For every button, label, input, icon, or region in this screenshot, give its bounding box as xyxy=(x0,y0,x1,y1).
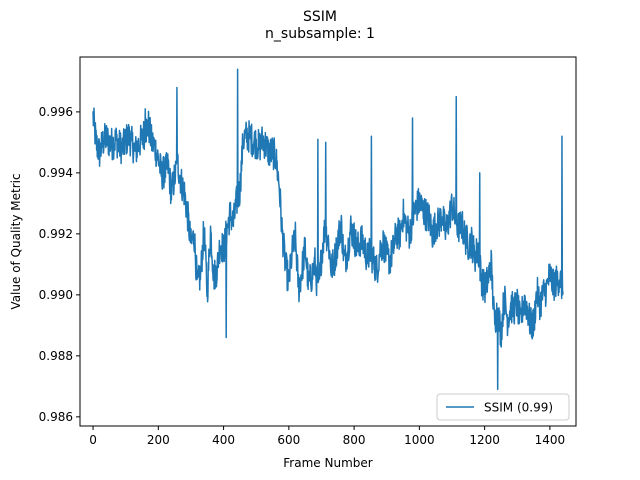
x-axis-label: Frame Number xyxy=(283,456,372,470)
y-tick-label: 0.990 xyxy=(39,288,73,302)
legend-box xyxy=(436,393,570,421)
series-line-ssim xyxy=(92,68,564,391)
legend-label: SSIM (0.99) xyxy=(484,401,553,415)
x-tick-label: 400 xyxy=(212,433,235,447)
x-tick-label: 0 xyxy=(89,433,97,447)
x-tick-label: 200 xyxy=(147,433,170,447)
x-tick-label: 1200 xyxy=(469,433,500,447)
y-tick-label: 0.988 xyxy=(39,349,73,363)
y-tick-label: 0.992 xyxy=(39,227,73,241)
y-axis: 0.986 0.988 0.990 0.992 0.994 0.996 xyxy=(39,105,80,424)
y-axis-label: Value of Quality Metric xyxy=(9,173,23,309)
y-tick-label: 0.996 xyxy=(39,105,73,119)
x-tick-label: 1400 xyxy=(535,433,566,447)
x-axis: 0 200 400 600 800 1000 1200 1400 xyxy=(89,426,565,447)
chart-title: SSIM xyxy=(303,9,337,25)
x-tick-label: 600 xyxy=(277,433,300,447)
legend: SSIM (0.99) xyxy=(436,393,570,421)
y-tick-label: 0.986 xyxy=(39,410,73,424)
chart-subtitle: n_subsample: 1 xyxy=(265,26,375,42)
series-group xyxy=(92,68,564,391)
x-tick-label: 1000 xyxy=(404,433,435,447)
plot-area xyxy=(79,56,577,427)
plot-frame xyxy=(79,56,577,427)
y-tick-label: 0.994 xyxy=(39,166,73,180)
x-tick-label: 800 xyxy=(343,433,366,447)
